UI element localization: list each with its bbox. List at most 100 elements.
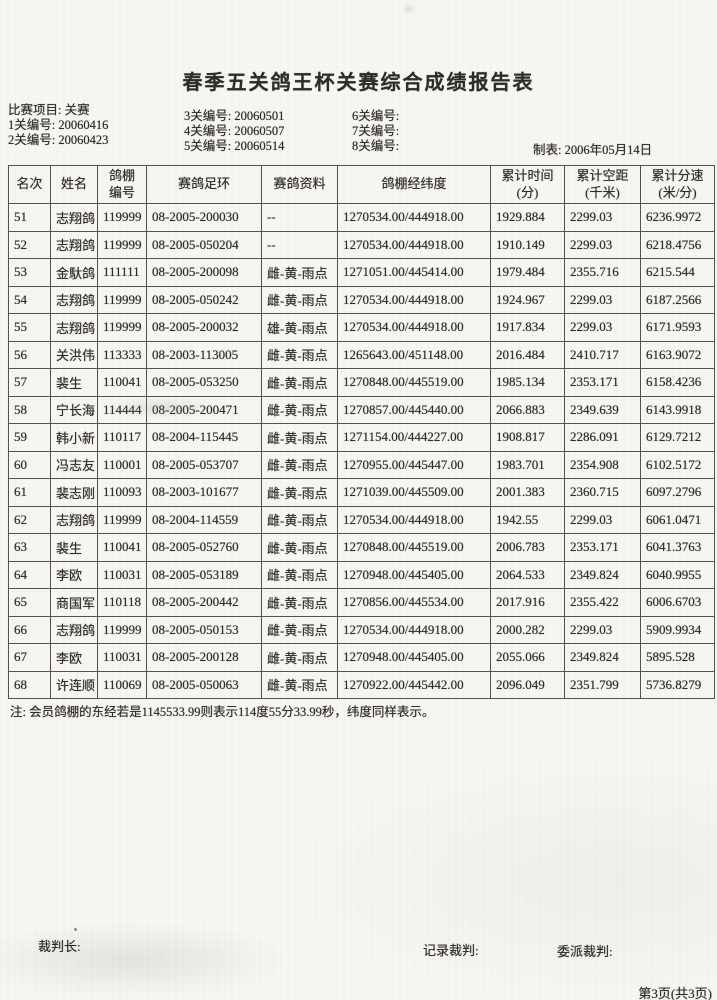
cell-ring-no: 08-2005-200471	[146, 395, 262, 424]
cell-total-distance: 2299.03	[564, 505, 641, 534]
cell-total-distance: 2353.171	[564, 368, 641, 397]
table-row: 60 冯志友 110001 08-2005-053707 雌-黄-雨点 1270955.0…	[8, 450, 715, 479]
race-info-right: 6关编号: 7关编号: 8关编号:	[352, 109, 399, 154]
page-number: 第3页(共3页)	[638, 986, 712, 1000]
cell-rank: 55	[8, 313, 51, 342]
cell-coordinates: 1270534.00/444918.00	[337, 615, 491, 644]
table-row: 65 商国军 110118 08-2005-200442 雌-黄-雨点 1270856.0…	[8, 588, 715, 617]
cell-ring-no: 08-2005-053189	[146, 560, 262, 589]
column-header-name: 姓名	[50, 165, 98, 204]
cell-loft-no: 119999	[97, 203, 147, 232]
cell-coordinates: 1270534.00/444918.00	[337, 230, 491, 259]
cell-total-speed: 6187.2566	[640, 285, 715, 314]
cell-total-speed: 6006.6703	[640, 588, 715, 617]
cell-loft-no: 119999	[97, 313, 147, 342]
cell-total-time: 2096.049	[490, 670, 565, 699]
cell-pigeon-info: 雌-黄-雨点	[261, 478, 338, 507]
table-row: 51 志翔鸽 119999 08-2005-200030 -- 1270534.00/44…	[8, 203, 715, 232]
cell-pigeon-info: 雌-黄-雨点	[261, 533, 338, 562]
cell-ring-no: 08-2005-053250	[146, 368, 262, 397]
table-row: 66 志翔鸽 119999 08-2005-050153 雌-黄-雨点 1270534.0…	[8, 615, 715, 644]
cell-rank: 59	[8, 423, 51, 452]
footnote: 注: 会员鸽棚的东经若是1145533.99则表示114度55分33.99秒，纬…	[10, 705, 435, 719]
cell-name: 裴生	[50, 368, 98, 397]
cell-ring-no: 08-2005-200030	[146, 203, 262, 232]
cell-total-distance: 2355.716	[564, 258, 641, 287]
cell-rank: 65	[8, 588, 51, 617]
table-row: 61 裴志刚 110093 08-2003-101677 雌-黄-雨点 1271039.0…	[8, 478, 715, 507]
cell-coordinates: 1270534.00/444918.00	[337, 505, 491, 534]
cell-ring-no: 08-2005-050204	[146, 230, 262, 259]
cell-coordinates: 1270948.00/445405.00	[337, 643, 491, 672]
cell-pigeon-info: 雌-黄-雨点	[261, 450, 338, 479]
cell-name: 关洪伟	[50, 340, 98, 369]
scan-smudge	[402, 3, 416, 15]
cell-total-distance: 2299.03	[564, 203, 641, 232]
table-row: 57 裴生 110041 08-2005-053250 雌-黄-雨点 1270848.00…	[8, 368, 715, 397]
cell-total-time: 2016.484	[490, 340, 565, 369]
race-info-line: 4关编号: 20060507	[184, 124, 285, 138]
scan-speck	[74, 928, 77, 931]
cell-pigeon-info: 雌-黄-雨点	[261, 423, 338, 452]
cell-rank: 63	[8, 533, 51, 562]
cell-loft-no: 119999	[97, 505, 147, 534]
cell-pigeon-info: --	[261, 203, 338, 232]
cell-total-time: 1908.817	[490, 423, 565, 452]
cell-ring-no: 08-2004-115445	[146, 423, 262, 452]
cell-ring-no: 08-2005-052760	[146, 533, 262, 562]
cell-total-distance: 2299.03	[564, 313, 641, 342]
cell-rank: 54	[8, 285, 51, 314]
cell-total-distance: 2410.717	[564, 340, 641, 369]
results-table-header-row: 名次 姓名 鸽棚 编号 赛鸽足环 赛鸽资料 鸽棚经纬度 累计时间 (分) 累计空距 (千米) 累…	[8, 165, 715, 204]
column-header-coordinates: 鸽棚经纬度	[337, 165, 491, 204]
cell-total-distance: 2353.171	[564, 533, 641, 562]
cell-total-time: 2006.783	[490, 533, 565, 562]
cell-total-distance: 2351.799	[564, 670, 641, 699]
cell-rank: 51	[8, 203, 51, 232]
cell-name: 志翔鸽	[50, 505, 98, 534]
cell-total-time: 2001.383	[490, 478, 565, 507]
cell-pigeon-info: 雄-黄-雨点	[261, 313, 338, 342]
cell-total-time: 2055.066	[490, 643, 565, 672]
race-info-line: 5关编号: 20060514	[184, 139, 285, 153]
table-row: 54 志翔鸽 119999 08-2005-050242 雌-黄-雨点 1270534.0…	[8, 285, 715, 314]
cell-pigeon-info: 雌-黄-雨点	[261, 670, 338, 699]
record-judge-label: 记录裁判:	[423, 943, 479, 958]
cell-name: 裴志刚	[50, 478, 98, 507]
cell-loft-no: 110041	[97, 368, 147, 397]
cell-pigeon-info: 雌-黄-雨点	[261, 368, 338, 397]
cell-coordinates: 1270848.00/445519.00	[337, 533, 491, 562]
cell-ring-no: 08-2004-114559	[146, 505, 262, 534]
cell-ring-no: 08-2005-200128	[146, 643, 262, 672]
column-header-total-time: 累计时间 (分)	[490, 165, 565, 204]
cell-coordinates: 1270848.00/445519.00	[337, 368, 491, 397]
cell-rank: 66	[8, 615, 51, 644]
cell-coordinates: 1270857.00/445440.00	[337, 395, 491, 424]
assigned-judge-label: 委派裁判:	[557, 944, 613, 959]
cell-rank: 68	[8, 670, 51, 699]
cell-loft-no: 110118	[97, 588, 147, 617]
cell-total-distance: 2349.824	[564, 560, 641, 589]
table-row: 52 志翔鸽 119999 08-2005-050204 -- 1270534.00/44…	[8, 230, 715, 259]
cell-total-speed: 5895.528	[640, 643, 715, 672]
cell-name: 志翔鸽	[50, 203, 98, 232]
cell-coordinates: 1265643.00/451148.00	[337, 340, 491, 369]
table-row: 67 李欧 110031 08-2005-200128 雌-黄-雨点 1270948.00…	[8, 643, 715, 672]
race-info-middle: 3关编号: 20060501 4关编号: 20060507 5关编号: 2006…	[184, 109, 284, 154]
cell-total-speed: 6171.9593	[640, 313, 715, 342]
cell-ring-no: 08-2005-053707	[146, 450, 262, 479]
cell-loft-no: 110069	[97, 670, 147, 699]
cell-coordinates: 1271051.00/445414.00	[337, 258, 491, 287]
cell-total-speed: 6215.544	[640, 258, 715, 287]
cell-total-speed: 6097.2796	[640, 478, 715, 507]
table-row: 68 许连顺 110069 08-2005-050063 雌-黄-雨点 1270922.0…	[8, 670, 715, 699]
cell-loft-no: 119999	[97, 230, 147, 259]
table-row: 56 关洪伟 113333 08-2003-113005 雌-黄-雨点 1265643.0…	[8, 340, 715, 369]
cell-name: 宁长海	[50, 395, 98, 424]
table-row: 53 金馱鸽 111111 08-2005-200098 雌-黄-雨点 1271051.0…	[8, 258, 715, 287]
column-header-loft-no: 鸽棚 编号	[97, 165, 147, 204]
cell-name: 李欧	[50, 560, 98, 589]
cell-total-speed: 5736.8279	[640, 670, 715, 699]
cell-ring-no: 08-2005-050063	[146, 670, 262, 699]
cell-total-distance: 2354.908	[564, 450, 641, 479]
